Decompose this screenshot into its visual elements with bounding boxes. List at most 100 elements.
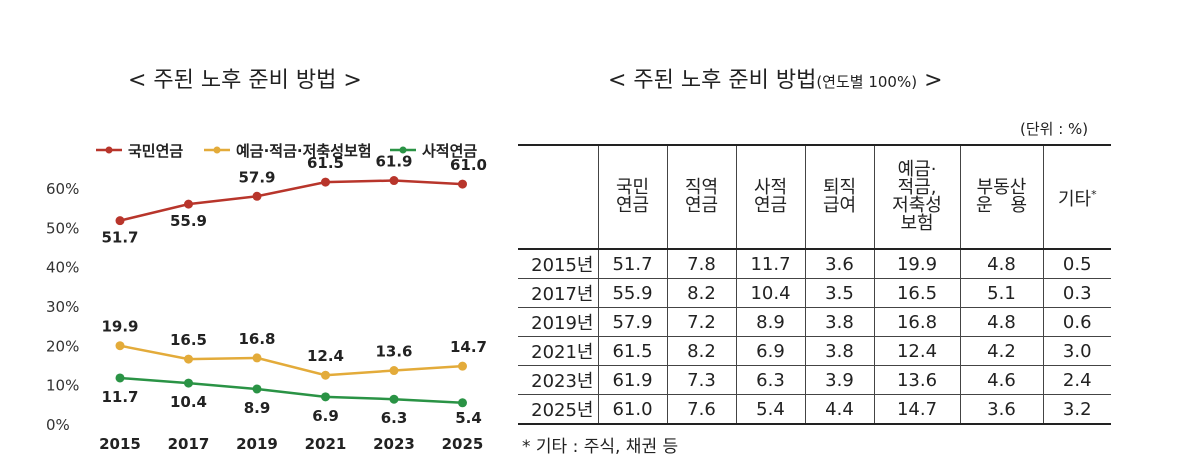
- data-label: 10.4: [170, 393, 207, 411]
- table-header-national-pension: 국민 연금: [597, 144, 668, 250]
- table-cell: 7.2: [666, 307, 737, 337]
- data-point: [252, 353, 262, 363]
- table-row-year: 2023년: [518, 365, 599, 395]
- data-label: 13.6: [375, 343, 412, 361]
- x-tick-label: 2019: [236, 435, 278, 453]
- table-header-occupational-pension: 직역 연금: [666, 144, 737, 250]
- table-cell: 55.9: [597, 278, 668, 308]
- table-cell: 3.6: [804, 248, 875, 279]
- unit-label: (단위 : %): [1020, 120, 1089, 138]
- table-cell: 11.7: [735, 248, 806, 279]
- data-label: 12.4: [307, 347, 344, 365]
- data-point: [389, 176, 399, 186]
- table-cell: 3.0: [1042, 336, 1111, 366]
- legend-label: 국민연금: [128, 142, 183, 160]
- data-point: [184, 354, 193, 364]
- table-title-end: >: [917, 68, 943, 93]
- table-cell: 16.8: [873, 307, 961, 337]
- table-header-other: 기타*: [1042, 144, 1111, 250]
- series-line: [119, 344, 463, 377]
- data-label: 5.4: [455, 409, 482, 427]
- y-tick-label: 40%: [46, 259, 79, 277]
- legend-marker: [399, 146, 407, 154]
- data-point: [252, 384, 262, 394]
- y-tick-label: 30%: [46, 298, 79, 316]
- table-cell: 5.1: [959, 278, 1044, 308]
- table-row-year: 2025년: [518, 394, 599, 425]
- table-row: 2025년 61.0 7.6 5.4 4.4 14.7 3.6 3.2: [518, 394, 1111, 425]
- x-tick-label: 2021: [305, 435, 347, 453]
- table-cell: 61.5: [597, 336, 668, 366]
- data-label: 16.5: [170, 331, 207, 349]
- y-tick-label: 10%: [46, 377, 79, 395]
- series-line: [119, 179, 463, 222]
- table-cell: 5.4: [735, 394, 806, 425]
- data-point: [389, 394, 399, 404]
- table-row-year: 2021년: [518, 336, 599, 366]
- table-cell: 7.6: [666, 394, 737, 425]
- data-label: 55.9: [170, 212, 207, 230]
- table-cell: 8.9: [735, 307, 806, 337]
- table-title: < 주된 노후 준비 방법(연도별 100%) >: [608, 62, 943, 94]
- y-tick-label: 60%: [46, 180, 79, 198]
- data-point: [252, 191, 262, 201]
- data-label: 8.9: [244, 399, 271, 417]
- table-title-sub: (연도별 100%): [816, 73, 918, 91]
- footnote: * 기타 : 주식, 채권 등: [522, 437, 679, 457]
- y-tick-label: 20%: [46, 337, 79, 355]
- data-point: [115, 216, 125, 226]
- table-header-other-label: 기타: [1057, 188, 1092, 210]
- data-table: 국민 연금 직역 연금 사적 연금 퇴직 급여 예금· 적금, 저축성 보험 부…: [518, 144, 1111, 425]
- chart-title: < 주된 노후 준비 방법 >: [128, 68, 362, 93]
- data-point: [458, 398, 467, 408]
- legend-marker: [213, 146, 221, 154]
- table-header-retirement-benefit: 퇴직 급여: [804, 144, 875, 250]
- table-cell: 4.2: [959, 336, 1044, 366]
- data-label: 11.7: [101, 388, 138, 406]
- table-cell: 10.4: [735, 278, 806, 308]
- data-point: [115, 373, 125, 383]
- table-cell: 3.8: [804, 307, 875, 337]
- table-cell: 6.9: [735, 336, 806, 366]
- data-label: 51.7: [101, 229, 138, 247]
- table-cell: 7.3: [666, 365, 737, 395]
- table-cell: 3.8: [804, 336, 875, 366]
- table-title-main: < 주된 노후 준비 방법: [608, 68, 817, 93]
- data-label: 61.5: [307, 154, 344, 172]
- data-label: 6.3: [381, 409, 408, 427]
- table-cell: 8.2: [666, 278, 737, 308]
- data-label: 19.9: [101, 318, 138, 336]
- data-label: 61.9: [375, 153, 412, 171]
- data-point: [321, 392, 330, 402]
- table-header-row: 국민 연금 직역 연금 사적 연금 퇴직 급여 예금· 적금, 저축성 보험 부…: [518, 144, 1111, 250]
- table-cell: 14.7: [873, 394, 961, 425]
- x-tick-label: 2015: [99, 435, 141, 453]
- data-point: [458, 179, 467, 189]
- table-row-year: 2019년: [518, 307, 599, 337]
- y-tick-label: 50%: [46, 219, 79, 237]
- legend-label: 예금·적금·저축성보험: [236, 142, 372, 160]
- table-cell: 51.7: [597, 248, 668, 279]
- data-point: [184, 199, 193, 209]
- data-point: [458, 361, 467, 371]
- table-cell: 3.6: [959, 394, 1044, 425]
- table-header-private-pension: 사적 연금: [735, 144, 806, 250]
- table-cell: 0.3: [1042, 278, 1111, 308]
- table-cell: 61.9: [597, 365, 668, 395]
- table-row: 2023년 61.9 7.3 6.3 3.9 13.6 4.6 2.4: [518, 365, 1111, 395]
- data-label: 14.7: [450, 338, 487, 356]
- table-header-real-estate: 부동산 운 용: [959, 144, 1044, 250]
- table-row-year: 2017년: [518, 278, 599, 308]
- legend-marker: [105, 146, 113, 154]
- table-cell: 4.8: [959, 307, 1044, 337]
- table-header-other-mark: *: [1091, 187, 1097, 201]
- table-cell: 19.9: [873, 248, 961, 279]
- data-point: [321, 177, 330, 187]
- x-tick-label: 2023: [373, 435, 415, 453]
- table-cell: 3.5: [804, 278, 875, 308]
- table-cell: 0.6: [1042, 307, 1111, 337]
- table-cell: 57.9: [597, 307, 668, 337]
- table-row-year: 2015년: [518, 248, 599, 279]
- table-cell: 3.9: [804, 365, 875, 395]
- legend-label: 사적연금: [422, 142, 477, 160]
